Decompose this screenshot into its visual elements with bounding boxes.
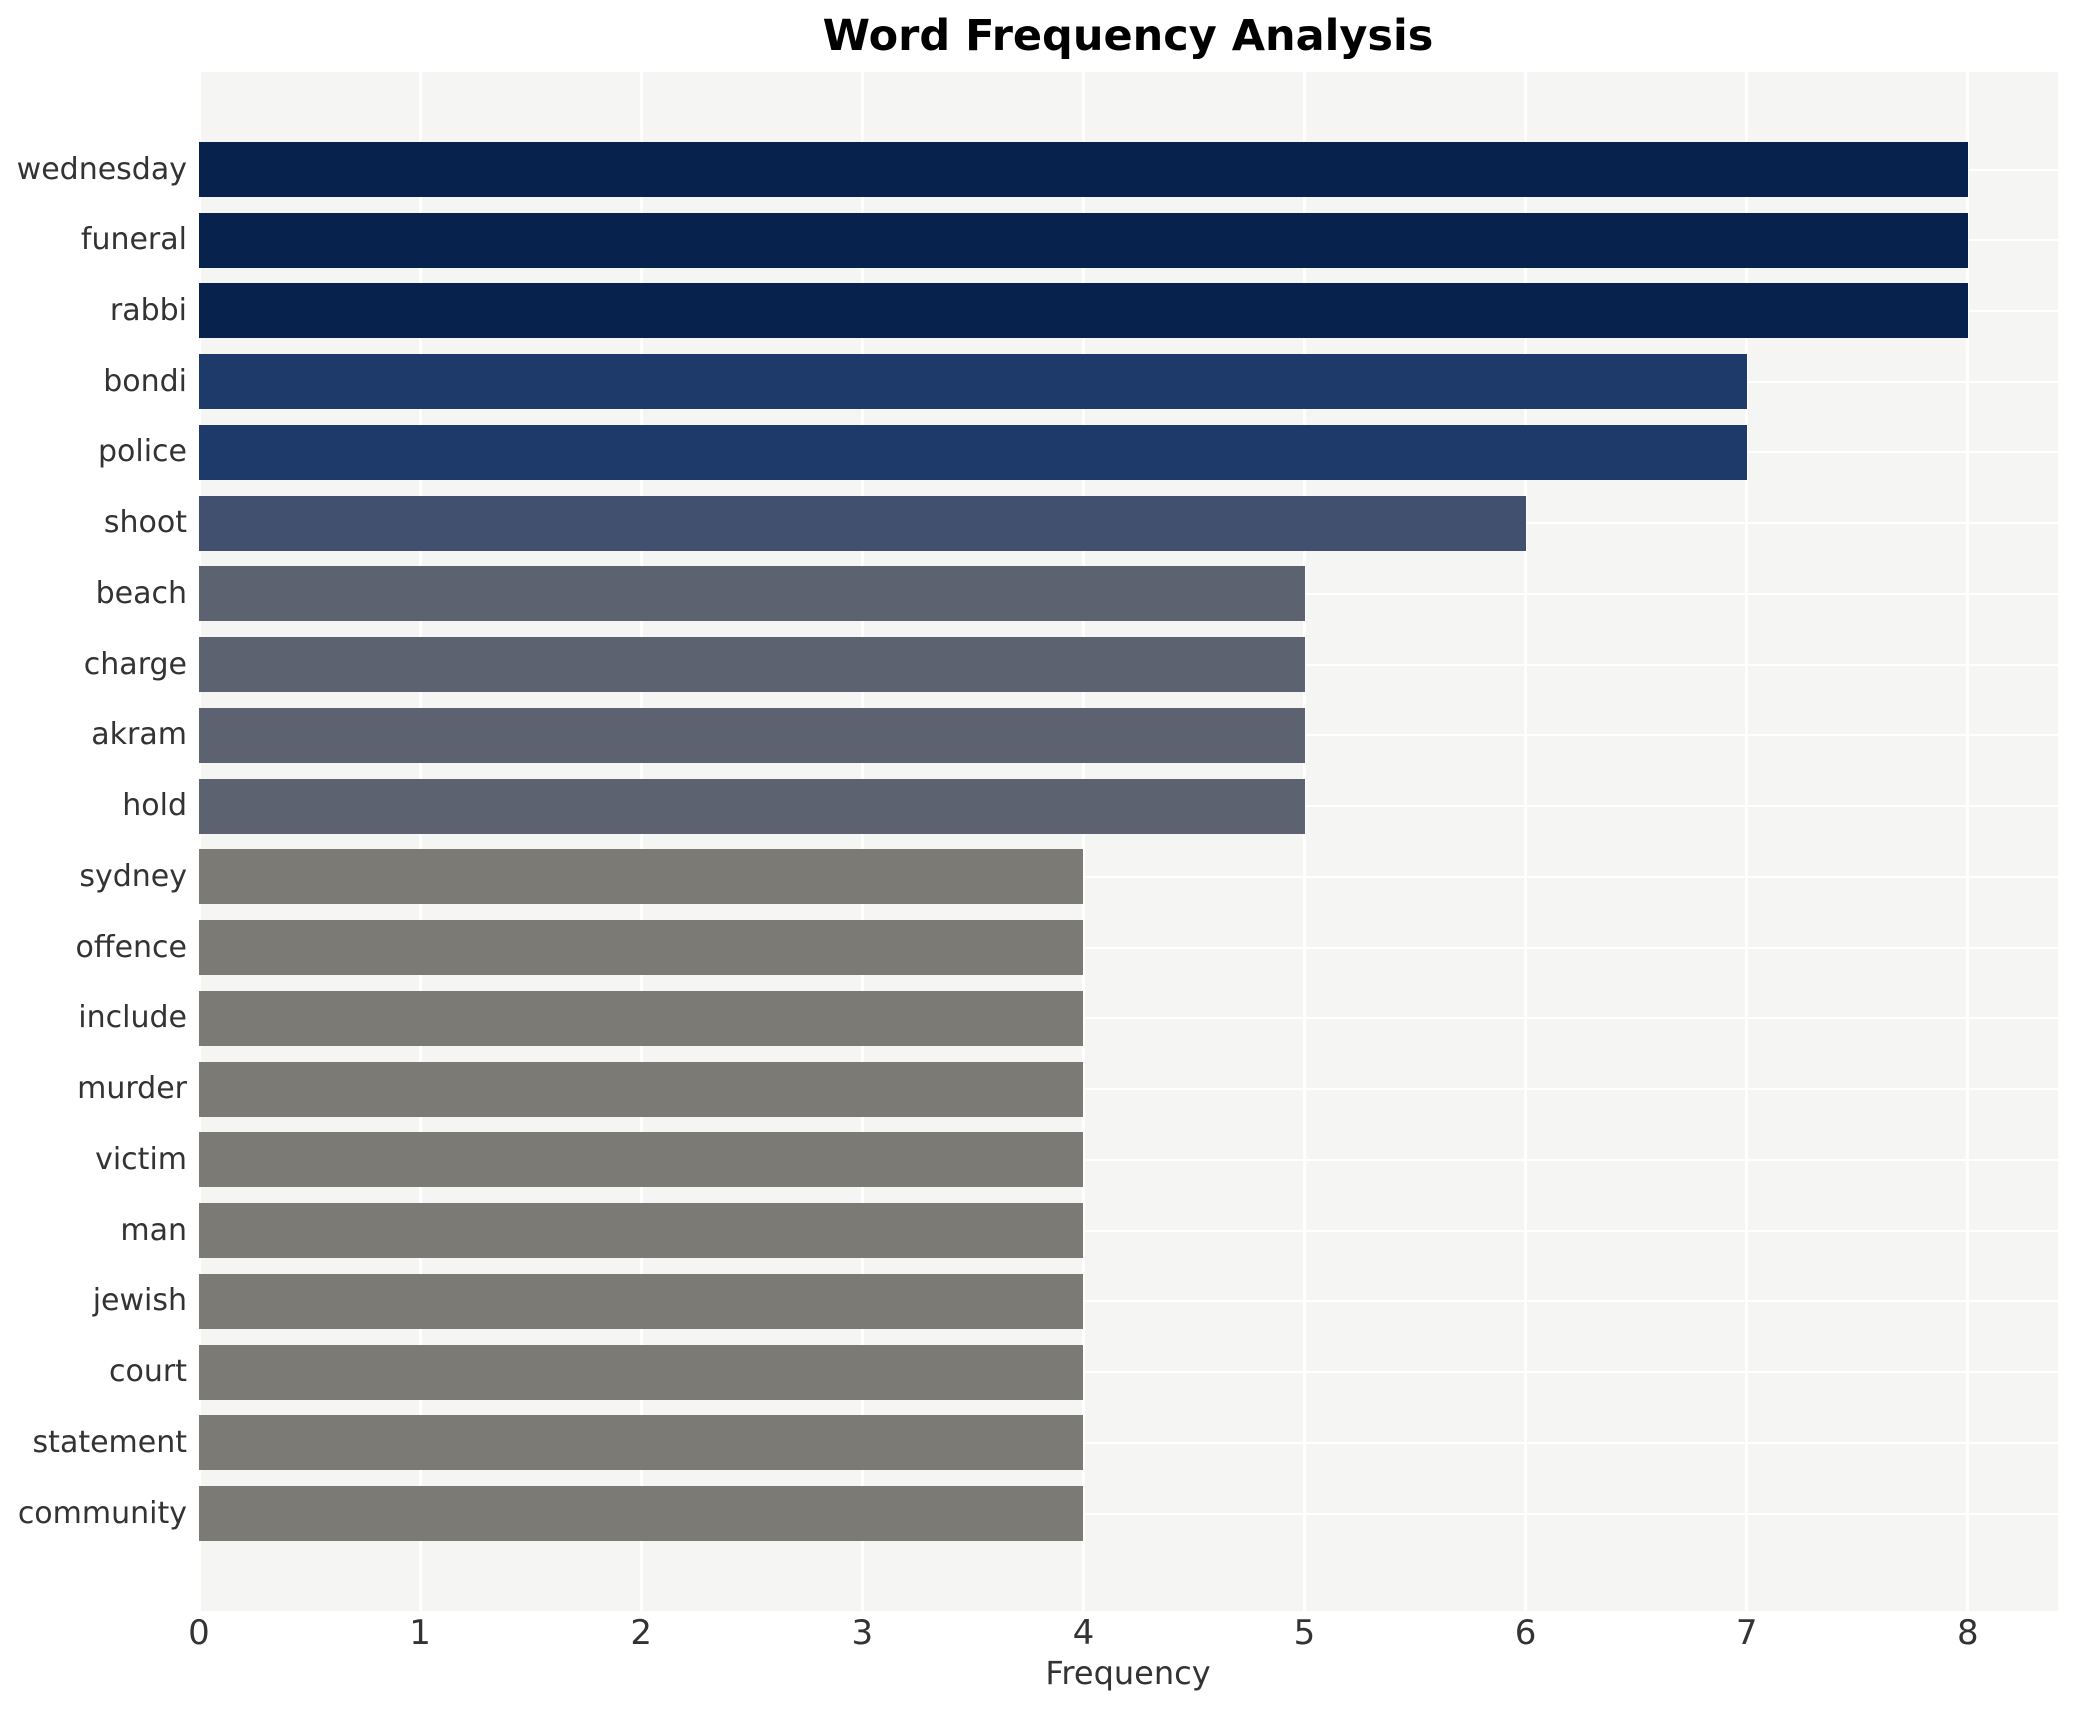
bar-man — [199, 1203, 1084, 1259]
bar-sydney — [199, 849, 1084, 905]
chart-title: Word Frequency Analysis — [822, 11, 1434, 61]
gridline-vertical-7 — [1745, 72, 1749, 1611]
bar-wednesday — [199, 142, 1968, 197]
x-tick-label-5: 5 — [1293, 1613, 1316, 1653]
bar-shoot — [199, 495, 1526, 551]
bar-funeral — [199, 212, 1968, 268]
bar-court — [199, 1344, 1084, 1400]
gridline-horizontal — [199, 1441, 2058, 1444]
gridline-horizontal — [199, 1512, 2058, 1515]
gridline-horizontal — [199, 1017, 2058, 1020]
y-tick-label-charge: charge — [83, 646, 187, 682]
y-tick-label-murder: murder — [77, 1071, 187, 1107]
bar-jewish — [199, 1273, 1084, 1329]
y-tick-label-court: court — [109, 1354, 187, 1390]
y-tick-label-community: community — [17, 1495, 187, 1531]
bar-police — [199, 424, 1747, 480]
y-tick-label-akram: akram — [91, 717, 187, 753]
gridline-vertical-6 — [1524, 72, 1528, 1611]
y-tick-label-offence: offence — [75, 929, 187, 965]
x-tick-label-8: 8 — [1956, 1613, 1979, 1653]
y-tick-label-police: police — [97, 434, 187, 470]
y-tick-label-beach: beach — [95, 575, 187, 611]
gridline-vertical-4 — [1081, 72, 1085, 1611]
y-tick-label-funeral: funeral — [80, 222, 187, 258]
x-tick-label-1: 1 — [409, 1613, 431, 1653]
bar-akram — [199, 707, 1305, 763]
bar-murder — [199, 1061, 1084, 1117]
x-tick-label-2: 2 — [630, 1613, 653, 1653]
gridline-vertical-2 — [639, 72, 643, 1611]
y-tick-label-rabbi: rabbi — [109, 292, 187, 328]
gridline-horizontal — [199, 1158, 2058, 1161]
x-tick-label-7: 7 — [1735, 1613, 1758, 1653]
bar-community — [199, 1486, 1084, 1542]
y-tick-label-hold: hold — [122, 788, 187, 824]
gridline-horizontal — [199, 1229, 2058, 1232]
bar-beach — [199, 566, 1305, 622]
gridline-horizontal — [199, 875, 2058, 878]
x-tick-label-4: 4 — [1072, 1613, 1095, 1653]
gridline-vertical-1 — [418, 72, 422, 1611]
y-tick-label-statement: statement — [32, 1424, 187, 1460]
gridline-vertical-5 — [1303, 72, 1306, 1611]
gridline-vertical-8 — [1966, 72, 1970, 1611]
y-tick-label-victim: victim — [95, 1141, 187, 1177]
bar-statement — [199, 1415, 1084, 1471]
y-tick-label-include: include — [78, 1000, 187, 1036]
y-tick-label-sydney: sydney — [79, 858, 187, 894]
bar-offence — [199, 920, 1084, 976]
gridline-horizontal — [199, 1088, 2058, 1091]
bar-include — [199, 990, 1084, 1046]
gridline-horizontal — [199, 1300, 2058, 1303]
gridline-vertical-3 — [860, 72, 864, 1611]
y-tick-label-man: man — [120, 1212, 187, 1248]
x-tick-label-0: 0 — [188, 1613, 210, 1653]
bar-bondi — [199, 354, 1747, 410]
x-tick-label-3: 3 — [851, 1613, 874, 1653]
y-tick-label-jewish: jewish — [92, 1283, 187, 1319]
y-tick-label-shoot: shoot — [103, 505, 187, 541]
gridline-vertical-0 — [197, 72, 201, 1611]
bar-rabbi — [199, 283, 1968, 339]
gridline-horizontal — [199, 946, 2058, 949]
x-tick-label-6: 6 — [1514, 1613, 1537, 1653]
y-tick-label-wednesday: wednesday — [16, 151, 187, 187]
x-axis-label: Frequency — [1045, 1654, 1211, 1692]
y-tick-label-bondi: bondi — [103, 363, 187, 399]
bar-victim — [199, 1132, 1084, 1188]
plot-area — [197, 72, 2058, 1611]
bar-hold — [199, 778, 1305, 834]
gridline-horizontal — [199, 1371, 2058, 1374]
bar-charge — [199, 637, 1305, 693]
